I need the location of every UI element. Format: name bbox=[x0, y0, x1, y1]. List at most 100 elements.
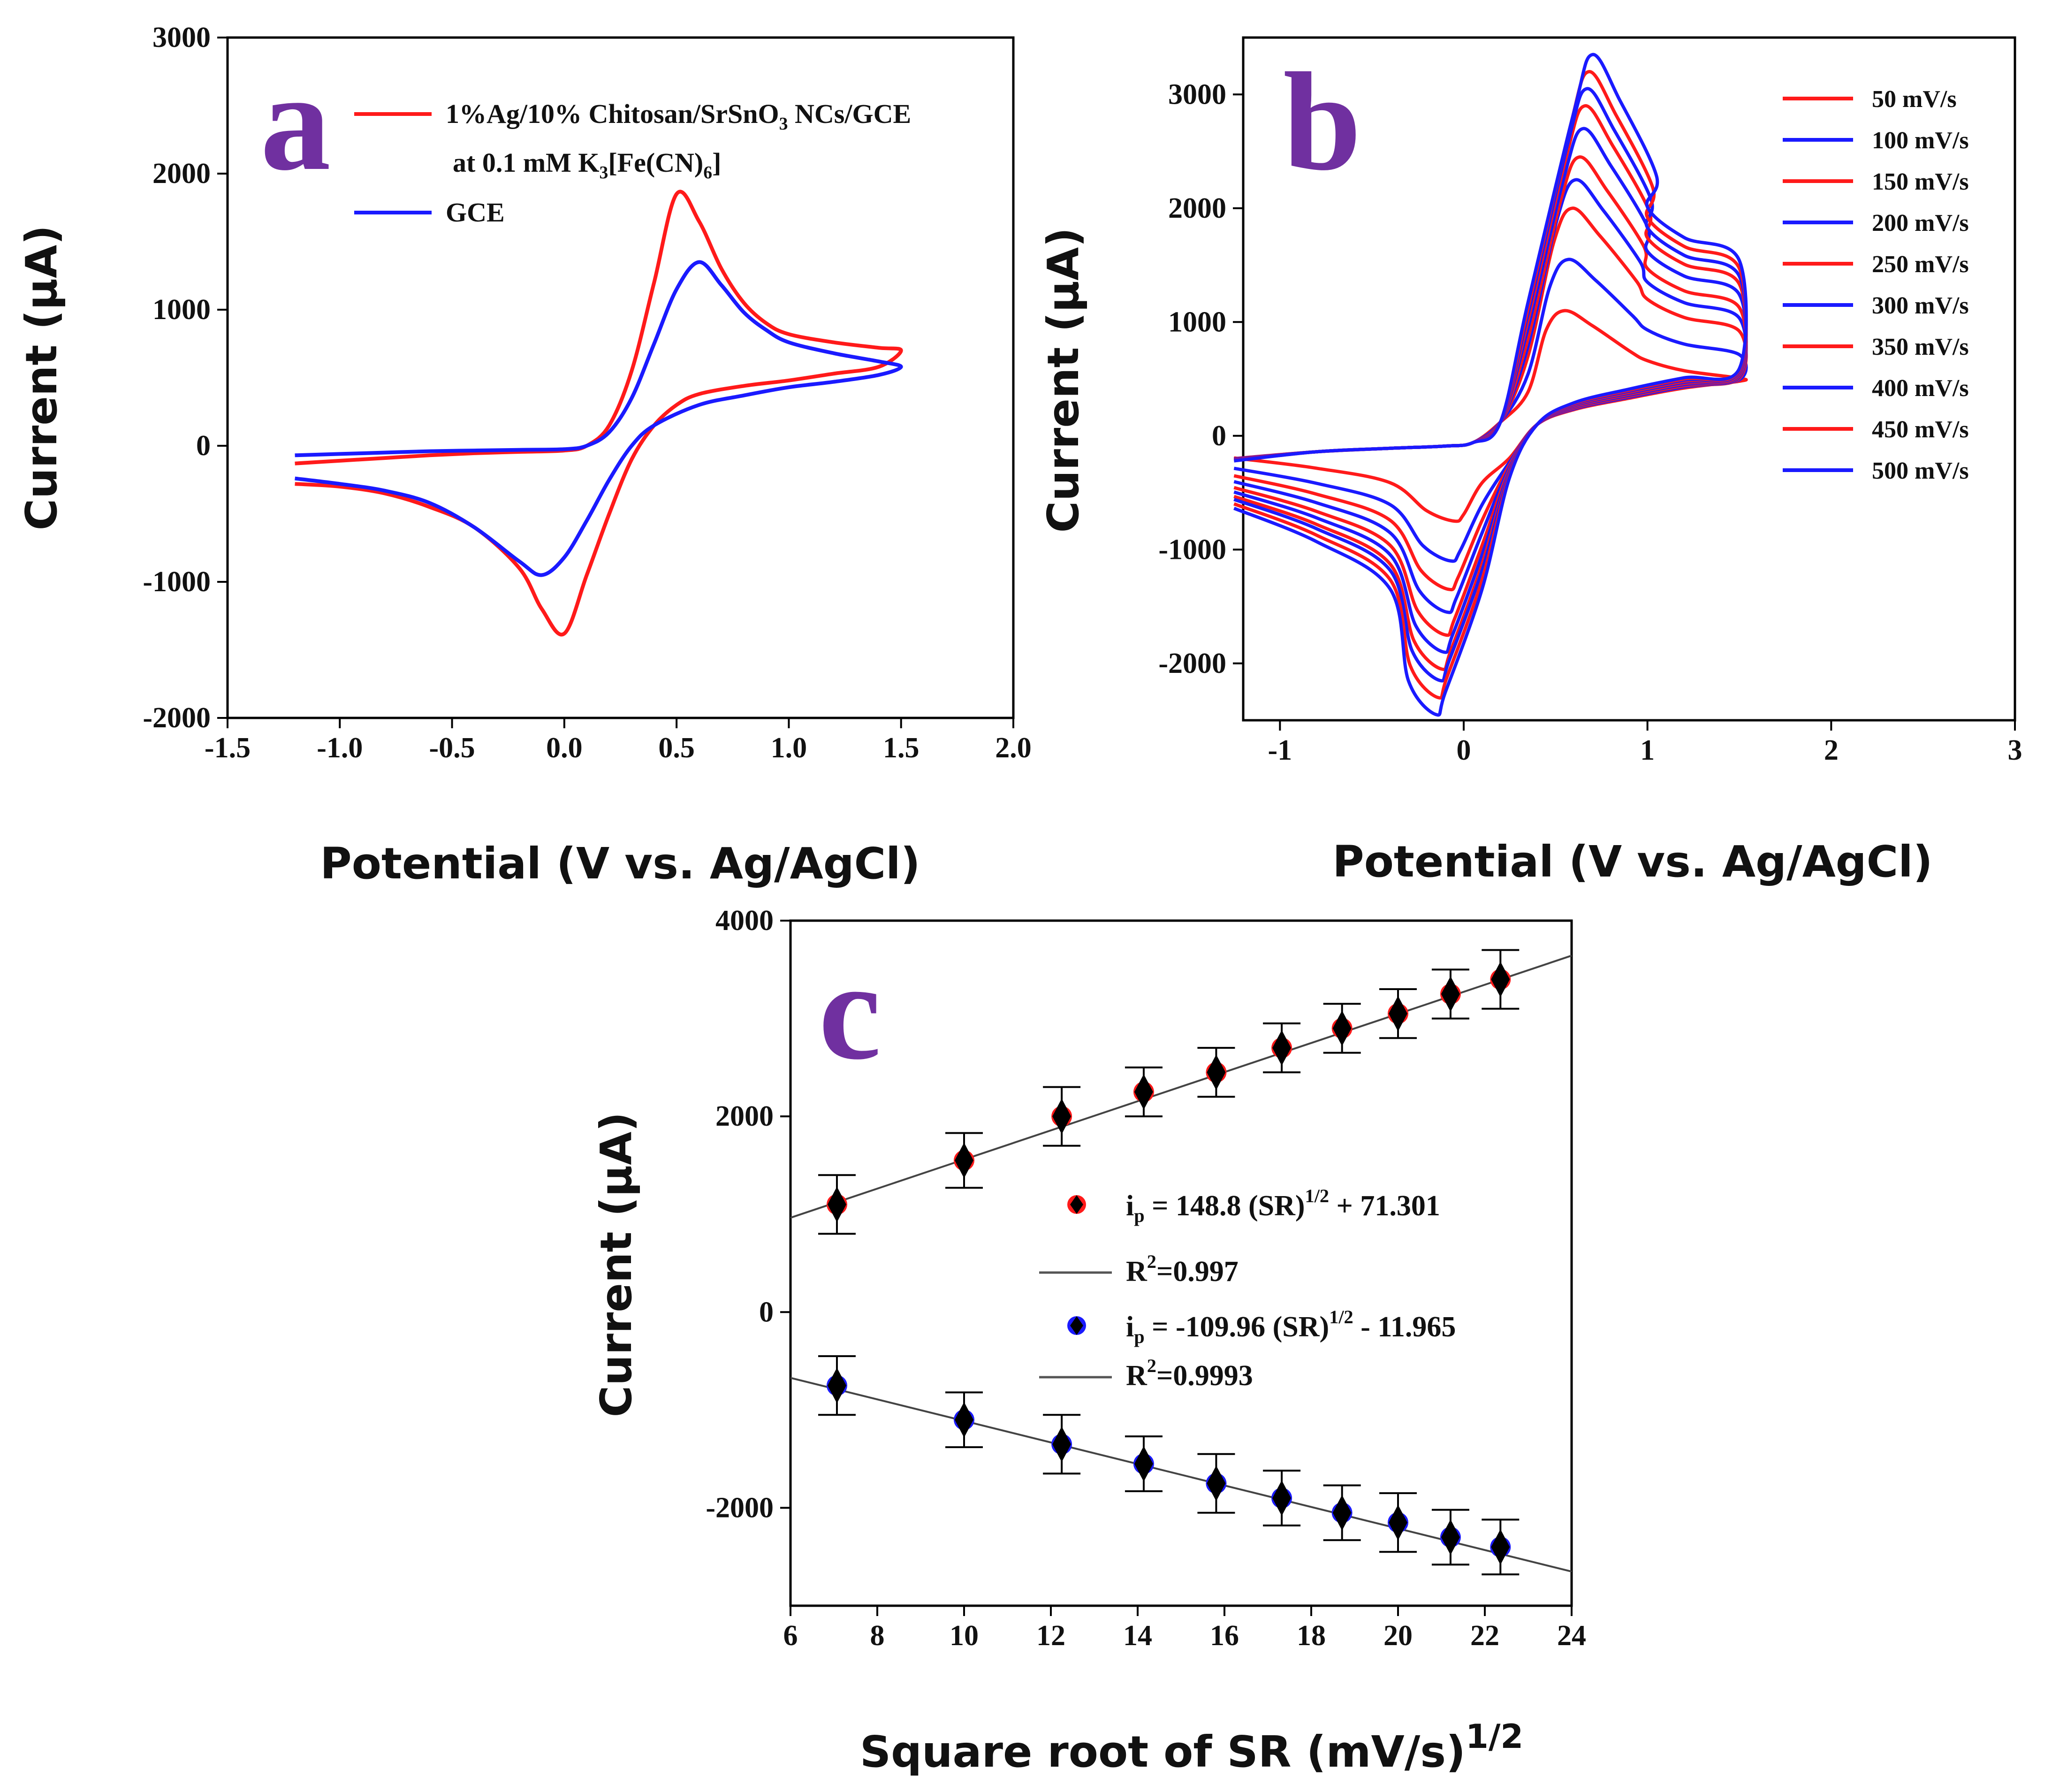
panel-a-curves bbox=[295, 190, 903, 637]
panel-c-xtick-label: 16 bbox=[1210, 1620, 1239, 1652]
panel-a-ytick-label: 0 bbox=[196, 430, 211, 462]
legend-c-eq1: ip = 148.8 (SR)1/2 + 71.301 bbox=[1126, 1185, 1440, 1226]
data-diamond-anodic bbox=[827, 1186, 846, 1222]
panel-b-legend: 50 mV/s 100 mV/s 150 mV/s 200 mV/s 250 mV/s 3… bbox=[1783, 86, 1969, 484]
panel-c-xtick-label: 18 bbox=[1297, 1620, 1326, 1652]
panel-c-plot bbox=[790, 949, 1572, 1576]
fit-line-anodic bbox=[790, 954, 1572, 1219]
data-diamond-cathodic bbox=[827, 1367, 846, 1403]
data-diamond-anodic bbox=[1389, 996, 1407, 1032]
data-diamond-anodic bbox=[1441, 976, 1460, 1012]
legend-a-red-line1: 1%Ag/10% Chitosan/SrSnO3 NCs/GCE bbox=[446, 99, 911, 134]
legend-c-blue-diamond bbox=[1070, 1316, 1083, 1335]
legend-b-label: 400 mV/s bbox=[1872, 375, 1969, 402]
panel-a-xtick-label: 1.0 bbox=[771, 732, 807, 764]
panel-c-label: c bbox=[819, 933, 881, 1089]
data-diamond-anodic bbox=[1052, 1098, 1072, 1135]
panel-a-xtick-label: 1.5 bbox=[883, 732, 920, 764]
data-diamond-cathodic bbox=[955, 1402, 973, 1438]
panel-c-ticks: 6 8 10 12 14 16 18 20 22 24 -2000 0 2000 4000 bbox=[706, 905, 1586, 1652]
panel-b-ytick-label: -1000 bbox=[1158, 534, 1226, 565]
legend-b-label: 150 mV/s bbox=[1872, 168, 1969, 195]
data-diamond-cathodic bbox=[1389, 1504, 1407, 1540]
cv-curve-500mVs bbox=[1233, 53, 1748, 717]
legend-c-red-diamond bbox=[1070, 1195, 1083, 1214]
data-diamond-cathodic bbox=[1491, 1529, 1510, 1565]
panel-c-xtick-label: 12 bbox=[1036, 1620, 1065, 1652]
panel-c-xtick-label: 24 bbox=[1557, 1620, 1586, 1652]
panel-c-ylabel: Current (μA) bbox=[591, 1112, 641, 1418]
panel-a-xtick-label: 0.0 bbox=[546, 732, 583, 764]
legend-a-red-line2: at 0.1 mM K3[Fe(CN)6] bbox=[453, 147, 721, 183]
data-diamond-anodic bbox=[1491, 961, 1510, 998]
panel-b-xtick-label: 2 bbox=[1824, 734, 1839, 766]
panel-c-xtick-label: 8 bbox=[870, 1620, 885, 1652]
data-diamond-anodic bbox=[1207, 1054, 1226, 1090]
panel-b: -1 0 1 2 3 -2000 -1000 0 1000 2000 3000 b 50 mV/s 1… bbox=[1038, 36, 2022, 887]
data-diamond-anodic bbox=[955, 1143, 973, 1178]
legend-b-label: 50 mV/s bbox=[1872, 86, 1957, 113]
cv-curve-modified bbox=[295, 190, 903, 637]
panel-b-label: b bbox=[1283, 44, 1361, 199]
legend-b-label: 250 mV/s bbox=[1872, 251, 1969, 278]
panel-c-ytick-label: -2000 bbox=[706, 1492, 774, 1524]
panel-b-ytick-label: 2000 bbox=[1168, 192, 1226, 224]
panel-a-xtick-label: 2.0 bbox=[995, 732, 1032, 764]
panel-c-ytick-label: 4000 bbox=[715, 905, 774, 937]
panel-b-xtick-label: 0 bbox=[1457, 734, 1471, 766]
panel-a-ticks: -1.5 -1.0 -0.5 0.0 0.5 1.0 1.5 2.0 -2000 -1000 0 10… bbox=[143, 22, 1031, 764]
panel-b-curves bbox=[1233, 53, 1748, 717]
panel-a-ytick-label: -2000 bbox=[143, 702, 211, 734]
legend-b-label: 300 mV/s bbox=[1872, 292, 1969, 319]
panel-b-ytick-label: -2000 bbox=[1158, 648, 1226, 679]
panel-a-xtick-label: -1.5 bbox=[205, 732, 251, 764]
panel-c-xlabel: Square root of SR (mV/s)1/2 bbox=[860, 1717, 1523, 1777]
panel-c-xtick-label: 22 bbox=[1470, 1620, 1499, 1652]
panel-a-ytick-label: -1000 bbox=[143, 566, 211, 598]
panel-c-xtick-label: 20 bbox=[1383, 1620, 1413, 1652]
panel-c-ytick-label: 0 bbox=[759, 1296, 774, 1328]
legend-b-label: 100 mV/s bbox=[1872, 127, 1969, 154]
panel-b-ticks: -1 0 1 2 3 -2000 -1000 0 1000 2000 3000 bbox=[1158, 78, 2022, 766]
legend-c-eq2: ip = -109.96 (SR)1/2 - 11.965 bbox=[1126, 1306, 1456, 1347]
legend-c-r1: R2=0.997 bbox=[1126, 1251, 1239, 1288]
panel-c-xtick-label: 10 bbox=[950, 1620, 979, 1652]
panel-c-ytick-label: 2000 bbox=[715, 1100, 774, 1132]
data-diamond-anodic bbox=[1272, 1030, 1292, 1066]
panel-b-ylabel: Current (μA) bbox=[1038, 228, 1088, 533]
panel-a-ylabel: Current (μA) bbox=[16, 225, 67, 531]
panel-b-frame bbox=[1242, 36, 2016, 722]
panel-a: -1.5 -1.0 -0.5 0.0 0.5 1.0 1.5 2.0 -2000 -1000 0 10… bbox=[16, 22, 1032, 889]
cv-curve-gce bbox=[295, 260, 903, 577]
data-diamond-anodic bbox=[1332, 1010, 1352, 1046]
panel-a-xlabel: Potential (V vs. Ag/AgCl) bbox=[320, 839, 920, 889]
panel-c-frame bbox=[789, 919, 1573, 1607]
panel-b-xlabel: Potential (V vs. Ag/AgCl) bbox=[1332, 837, 1932, 887]
data-diamond-cathodic bbox=[1332, 1495, 1352, 1531]
panel-c-xtick-label: 6 bbox=[783, 1620, 798, 1652]
data-diamond-cathodic bbox=[1441, 1519, 1460, 1555]
panel-c-xtick-label: 14 bbox=[1123, 1620, 1152, 1652]
legend-b-label: 450 mV/s bbox=[1872, 416, 1969, 443]
data-diamond-cathodic bbox=[1134, 1446, 1153, 1482]
panel-a-frame bbox=[226, 36, 1015, 719]
panel-c: 6 8 10 12 14 16 18 20 22 24 -2000 0 2000 4000 c ip = … bbox=[591, 905, 1586, 1777]
legend-a-blue-label: GCE bbox=[446, 197, 505, 228]
data-diamond-cathodic bbox=[1052, 1426, 1072, 1462]
panel-a-ytick-label: 1000 bbox=[152, 294, 211, 326]
panel-a-xtick-label: 0.5 bbox=[658, 732, 695, 764]
data-diamond-cathodic bbox=[1207, 1465, 1226, 1502]
panel-b-xtick-label: 3 bbox=[2008, 734, 2022, 766]
panel-a-xtick-label: -1.0 bbox=[317, 732, 363, 764]
panel-b-ytick-label: 1000 bbox=[1168, 306, 1226, 338]
legend-b-label: 350 mV/s bbox=[1872, 334, 1969, 360]
panel-b-xtick-label: -1 bbox=[1268, 734, 1292, 766]
panel-a-ytick-label: 3000 bbox=[152, 22, 211, 53]
data-diamond-cathodic bbox=[1272, 1480, 1292, 1516]
panel-a-xtick-label: -0.5 bbox=[429, 732, 475, 764]
legend-c-r2: R2=0.9993 bbox=[1126, 1355, 1253, 1392]
legend-b-label: 200 mV/s bbox=[1872, 210, 1969, 236]
panel-a-ytick-label: 2000 bbox=[152, 158, 211, 190]
data-diamond-anodic bbox=[1134, 1074, 1153, 1110]
